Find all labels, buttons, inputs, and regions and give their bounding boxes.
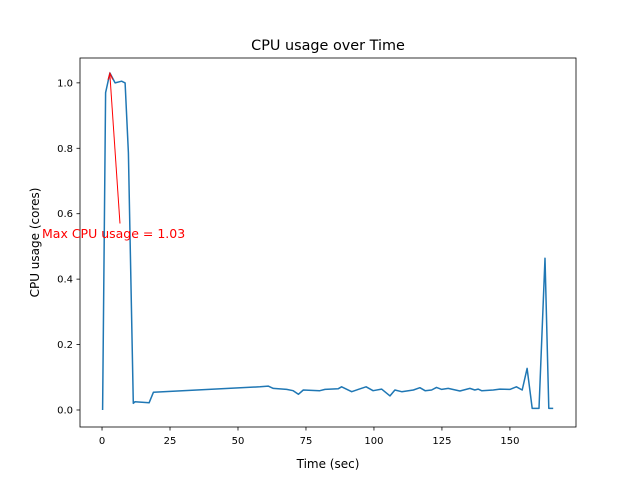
annotation-label: Max CPU usage = 1.03 [42, 226, 185, 241]
x-tick-label: 125 [432, 436, 451, 447]
annotation-arrowhead [107, 71, 114, 80]
y-tick-label: 0.2 [57, 340, 73, 351]
x-tick-label: 50 [232, 436, 245, 447]
y-tick-label: 0.6 [57, 209, 73, 220]
x-axis-label: Time (sec) [296, 457, 360, 471]
x-tick-label: 150 [500, 436, 519, 447]
annotation-arrow [109, 75, 121, 224]
x-tick-label: 75 [300, 436, 313, 447]
axes-frame [79, 57, 577, 428]
y-axis-label: CPU usage (cores) [28, 188, 42, 298]
x-tick-label: 0 [99, 436, 105, 447]
x-tick-label: 100 [364, 436, 383, 447]
y-tick-label: 0.8 [57, 144, 73, 155]
y-tick-label: 1.0 [57, 78, 73, 89]
cpu-usage-line [101, 72, 554, 411]
chart-title: CPU usage over Time [251, 38, 405, 54]
y-tick-label: 0.0 [57, 405, 73, 416]
y-tick-label: 0.4 [57, 275, 73, 286]
x-tick-label: 25 [164, 436, 177, 447]
